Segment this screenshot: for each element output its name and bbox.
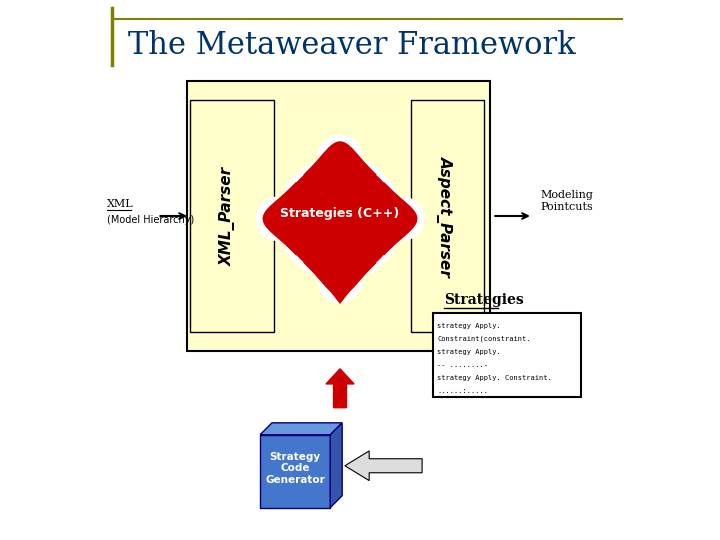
Text: XML: XML bbox=[107, 199, 134, 209]
Polygon shape bbox=[330, 423, 342, 508]
FancyBboxPatch shape bbox=[260, 435, 330, 508]
FancyBboxPatch shape bbox=[190, 100, 274, 332]
Text: ......:.....: ......:..... bbox=[437, 388, 488, 394]
Polygon shape bbox=[263, 141, 418, 296]
FancyArrow shape bbox=[345, 451, 422, 481]
FancyBboxPatch shape bbox=[411, 100, 484, 332]
Text: Strategy
Code
Generator: Strategy Code Generator bbox=[266, 452, 325, 485]
Circle shape bbox=[256, 197, 300, 240]
FancyBboxPatch shape bbox=[187, 81, 490, 351]
Text: (Model Hierarchy): (Model Hierarchy) bbox=[107, 215, 194, 225]
Text: Strategies (C++): Strategies (C++) bbox=[280, 207, 400, 220]
Text: strategy Apply.: strategy Apply. bbox=[437, 349, 501, 355]
Text: Constraint(constraint.: Constraint(constraint. bbox=[437, 336, 531, 342]
Text: XML_Parser: XML_Parser bbox=[220, 166, 235, 266]
Text: -- ........-: -- ........- bbox=[437, 362, 488, 368]
Text: Strategies: Strategies bbox=[444, 293, 523, 307]
Text: The Metaweaver Framework: The Metaweaver Framework bbox=[128, 30, 575, 62]
FancyArrow shape bbox=[326, 369, 354, 408]
Polygon shape bbox=[260, 423, 342, 435]
Circle shape bbox=[318, 135, 361, 178]
Polygon shape bbox=[327, 262, 354, 304]
Text: strategy Apply. Constraint.: strategy Apply. Constraint. bbox=[437, 375, 552, 381]
Circle shape bbox=[278, 157, 402, 281]
FancyBboxPatch shape bbox=[433, 313, 582, 397]
Text: Modeling
Pointcuts: Modeling Pointcuts bbox=[541, 190, 594, 212]
Circle shape bbox=[318, 259, 361, 302]
Text: Aspect_Parser: Aspect_Parser bbox=[437, 156, 454, 276]
Circle shape bbox=[381, 197, 424, 240]
Text: strategy Apply.: strategy Apply. bbox=[437, 323, 501, 329]
